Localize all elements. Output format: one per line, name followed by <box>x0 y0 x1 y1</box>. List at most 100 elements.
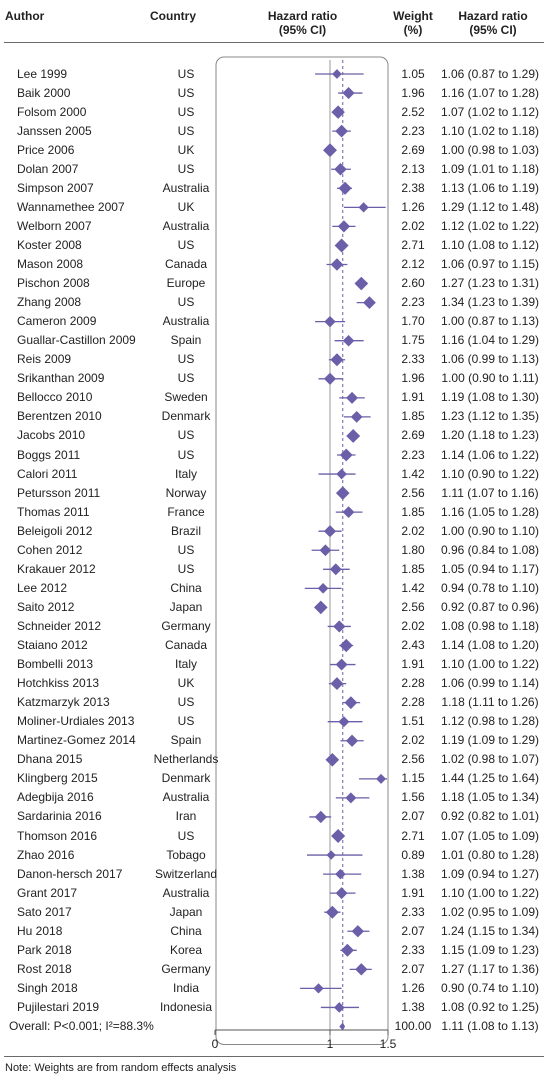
study-point-marker <box>346 428 361 443</box>
study-weight: 2.71 <box>401 828 425 843</box>
study-weight: 2.02 <box>401 218 425 233</box>
study-point-marker <box>319 544 332 557</box>
study-hr-ci: 0.94 (0.78 to 1.10) <box>440 580 540 595</box>
study-hr-ci: 1.09 (0.94 to 1.27) <box>440 866 540 881</box>
study-author: Boggs 2011 <box>17 447 81 462</box>
study-point-marker <box>338 716 350 728</box>
study-author: Wannamethee 2007 <box>17 199 125 214</box>
study-point-marker <box>323 372 337 385</box>
study-author: Calori 2011 <box>17 466 78 481</box>
overall-label: Overall: P<0.001; I²=88.3% <box>9 1019 154 1033</box>
study-hr-ci: 1.23 (1.12 to 1.35) <box>440 409 540 424</box>
study-hr-ci: 0.90 (0.74 to 1.10) <box>440 980 540 995</box>
study-weight: 1.96 <box>401 371 425 386</box>
study-hr-ci: 1.14 (1.08 to 1.20) <box>440 638 540 652</box>
study-country: US <box>177 714 195 729</box>
study-point-marker <box>351 925 365 938</box>
study-point-marker <box>324 315 336 328</box>
study-hr-ci: 1.06 (0.99 to 1.14) <box>440 676 540 691</box>
header-hrci-line2: (95% CI) <box>469 23 517 37</box>
study-point-marker <box>363 296 376 309</box>
study-author: Koster 2008 <box>17 237 82 252</box>
study-weight: 1.91 <box>401 885 425 900</box>
study-country: Spain <box>170 333 202 348</box>
study-author: Sato 2017 <box>17 904 72 919</box>
study-hr-ci: 1.00 (0.90 to 1.10) <box>440 523 540 538</box>
study-country: US <box>177 828 195 843</box>
study-country: UK <box>177 199 195 214</box>
study-country: Canada <box>164 638 208 652</box>
study-country: Korea <box>169 942 203 957</box>
study-hr-ci: 1.19 (1.09 to 1.29) <box>440 733 540 748</box>
study-point-marker <box>355 963 368 976</box>
header-author: Author <box>5 9 45 23</box>
study-point-marker <box>330 258 344 271</box>
study-point-marker <box>329 563 342 576</box>
study-country: Indonesia <box>159 999 213 1014</box>
study-country: China <box>170 580 202 595</box>
study-country: US <box>177 428 195 443</box>
study-country: Australia <box>162 314 210 329</box>
study-author: Martinez-Gomez 2014 <box>17 733 136 748</box>
study-country: India <box>172 980 200 995</box>
study-hr-ci: 1.20 (1.18 to 1.23) <box>440 428 540 443</box>
header-weight: Weight (%) <box>388 9 438 37</box>
study-weight: 1.91 <box>401 390 425 405</box>
study-country: Denmark <box>161 409 211 424</box>
study-author: Janssen 2005 <box>17 123 92 138</box>
study-weight: 1.26 <box>401 980 425 995</box>
study-author: Mason 2008 <box>17 257 84 271</box>
study-author: Beleigoli 2012 <box>17 523 93 538</box>
study-hr-ci: 1.00 (0.87 to 1.13) <box>440 314 540 329</box>
study-author: Hotchkiss 2013 <box>17 676 100 691</box>
study-weight: 2.07 <box>401 961 425 976</box>
study-weight: 2.02 <box>401 618 425 633</box>
study-country: Australia <box>162 885 210 900</box>
study-author: Zhao 2016 <box>17 847 75 862</box>
study-point-marker <box>358 202 369 213</box>
header-hr-line2: (95% CI) <box>278 23 327 37</box>
study-weight: 2.69 <box>401 428 425 443</box>
study-country: US <box>177 295 195 310</box>
study-author: Lee 2012 <box>17 580 68 595</box>
x-tick-label: 0 <box>212 1037 219 1051</box>
study-weight: 1.42 <box>401 580 425 595</box>
study-author: Petursson 2011 <box>17 485 101 500</box>
study-hr-ci: 1.09 (1.01 to 1.18) <box>440 161 540 176</box>
study-point-marker <box>323 143 337 158</box>
study-point-marker <box>323 525 337 538</box>
study-country: Australia <box>162 180 210 195</box>
study-author: Berentzen 2010 <box>17 409 102 424</box>
study-country: UK <box>177 142 195 157</box>
study-country: US <box>177 542 195 557</box>
study-hr-ci: 1.16 (1.07 to 1.28) <box>440 85 540 100</box>
study-author: Folsom 2000 <box>17 104 87 119</box>
study-weight: 2.07 <box>401 923 425 938</box>
study-hr-ci: 1.06 (0.87 to 1.29) <box>440 66 540 81</box>
study-author: Bombelli 2013 <box>17 657 94 672</box>
study-hr-ci: 0.92 (0.82 to 1.01) <box>440 809 540 824</box>
study-point-marker <box>335 887 348 900</box>
study-point-marker <box>342 506 355 519</box>
study-weight: 1.38 <box>401 866 425 881</box>
study-hr-ci: 1.10 (0.90 to 1.22) <box>440 466 540 481</box>
study-hr-ci: 1.10 (1.08 to 1.12) <box>440 237 540 252</box>
study-hr-ci: 1.07 (1.02 to 1.12) <box>440 104 540 119</box>
study-weight: 2.23 <box>401 123 425 138</box>
study-hr-ci: 1.10 (1.00 to 1.22) <box>440 885 540 900</box>
study-weight: 2.23 <box>401 295 425 310</box>
header-country: Country <box>150 9 196 23</box>
study-author: Guallar-Castillon 2009 <box>17 333 136 348</box>
study-author: Dhana 2015 <box>17 752 83 767</box>
x-tick-label: 1 <box>327 1037 334 1051</box>
study-weight: 1.51 <box>401 714 425 729</box>
study-point-marker <box>332 69 342 79</box>
study-hr-ci: 1.15 (1.09 to 1.23) <box>440 942 540 957</box>
study-country: China <box>170 923 202 938</box>
study-point-marker <box>335 658 348 671</box>
study-country: Australia <box>162 790 210 805</box>
study-country: Denmark <box>161 771 211 786</box>
study-weight: 1.15 <box>401 771 425 786</box>
study-country: US <box>177 561 195 576</box>
study-country: Italy <box>174 657 197 672</box>
